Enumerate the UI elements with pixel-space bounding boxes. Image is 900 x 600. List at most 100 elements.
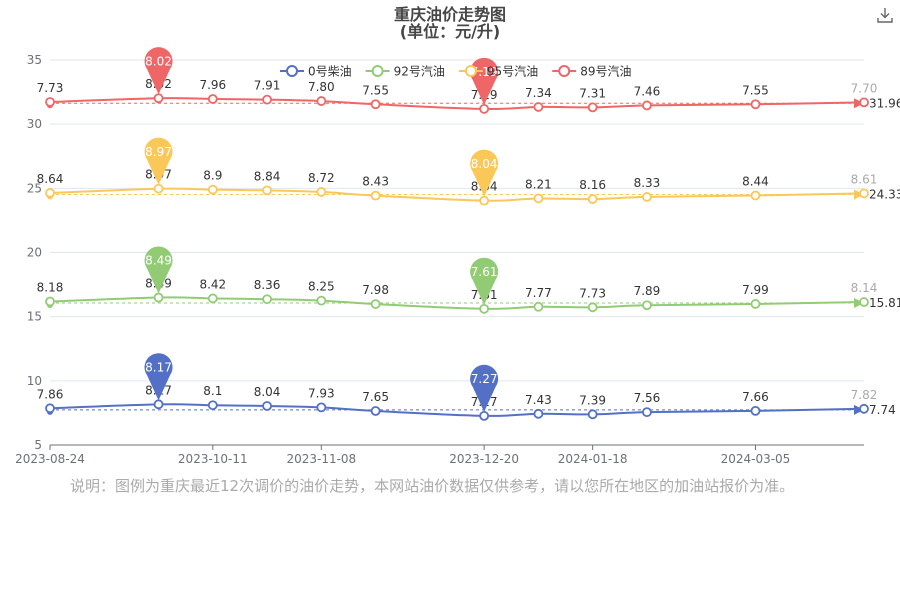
data-point[interactable] <box>533 301 544 312</box>
series-line <box>49 97 865 110</box>
data-point[interactable] <box>370 299 381 309</box>
data-point[interactable] <box>533 102 544 112</box>
extreme-value-pin: 8.97 <box>144 137 173 185</box>
data-point[interactable] <box>587 302 598 313</box>
data-label: 7.56 <box>634 391 661 405</box>
data-point[interactable] <box>316 96 327 106</box>
data-point[interactable] <box>642 407 652 418</box>
data-label: 7.66 <box>742 390 769 404</box>
data-point[interactable] <box>587 194 598 205</box>
extreme-value-pin: 8.04 <box>470 149 499 197</box>
data-point[interactable] <box>479 410 490 421</box>
data-label: 8.04 <box>254 385 281 399</box>
data-label: 7.43 <box>525 393 552 407</box>
data-point[interactable] <box>153 93 164 104</box>
data-point[interactable] <box>859 188 869 199</box>
series: 7.74 7.86 8.17 8.1 8.04 7.93 7.65 7.27 7.43 7.39 7… <box>37 353 896 421</box>
average-label: 31.96 <box>869 96 900 110</box>
data-point[interactable] <box>262 185 272 196</box>
data-point[interactable] <box>750 405 761 416</box>
x-tick-label: 2024-01-18 <box>558 452 628 466</box>
data-point[interactable] <box>479 103 490 114</box>
data-point[interactable] <box>642 300 652 311</box>
data-point[interactable] <box>859 403 869 414</box>
average-label: 24.33 <box>869 187 900 201</box>
extreme-value-pin: 7.61 <box>470 257 499 305</box>
data-point[interactable] <box>207 94 218 104</box>
data-label: 7.65 <box>362 390 389 404</box>
legend[interactable]: 0号柴油 92号汽油 95号汽油 89号汽油 <box>280 64 631 79</box>
extreme-value-pin: 7.19 <box>470 57 499 105</box>
y-tick-label: 15 <box>27 310 42 324</box>
data-label: 7.39 <box>579 393 606 407</box>
legend-marker <box>464 65 477 77</box>
data-point[interactable] <box>153 183 164 194</box>
data-point[interactable] <box>533 408 544 419</box>
data-label: 7.73 <box>579 286 606 300</box>
pin-label: 8.17 <box>145 360 172 374</box>
legend-item[interactable]: 0号柴油 <box>280 65 352 79</box>
data-point[interactable] <box>45 403 55 414</box>
data-point[interactable] <box>859 297 869 307</box>
data-point[interactable] <box>642 100 652 111</box>
y-tick-label: 20 <box>27 246 42 260</box>
legend-item[interactable]: 89号汽油 <box>552 64 631 79</box>
data-point[interactable] <box>370 190 381 201</box>
data-point[interactable] <box>207 400 218 411</box>
data-point[interactable] <box>750 99 761 110</box>
chart-note: 说明：图例为重庆最近12次调价的油价走势，本网站油价数据仅供参考，请以您所在地区… <box>70 477 795 495</box>
average-label: 15.81 <box>869 296 900 310</box>
data-point[interactable] <box>45 188 55 198</box>
data-label: 7.55 <box>742 83 769 97</box>
data-point[interactable] <box>479 195 490 206</box>
pin-label: 8.97 <box>145 145 172 159</box>
series-line <box>49 296 865 310</box>
data-label: 7.73 <box>37 81 64 95</box>
chart-subtitle: (单位：元/升) <box>400 22 500 41</box>
data-point[interactable] <box>45 296 55 307</box>
data-point[interactable] <box>370 406 381 416</box>
data-label: 7.96 <box>199 78 226 92</box>
data-point[interactable] <box>207 293 218 304</box>
data-point[interactable] <box>479 303 490 314</box>
extreme-value-pin: 7.27 <box>470 364 499 412</box>
data-label: 7.98 <box>362 283 389 297</box>
legend-marker <box>371 65 384 77</box>
data-label: 8.61 <box>851 172 878 186</box>
data-point[interactable] <box>750 190 761 201</box>
data-point[interactable] <box>642 192 652 202</box>
data-point[interactable] <box>533 193 544 204</box>
data-label: 8.33 <box>634 176 661 190</box>
y-tick-label: 5 <box>34 438 42 452</box>
data-point[interactable] <box>587 409 598 420</box>
data-label: 8.84 <box>254 169 281 183</box>
data-label: 7.93 <box>308 386 335 400</box>
data-point[interactable] <box>859 97 869 108</box>
data-label: 7.86 <box>37 387 64 401</box>
data-point[interactable] <box>750 299 761 309</box>
data-point[interactable] <box>316 402 327 413</box>
data-label: 8.44 <box>742 175 769 189</box>
data-point[interactable] <box>153 292 164 303</box>
data-point[interactable] <box>587 102 598 113</box>
legend-item[interactable]: 95号汽油 <box>458 64 538 79</box>
pin-marker <box>144 47 173 95</box>
data-point[interactable] <box>262 94 272 105</box>
series: 15.81 8.18 8.49 8.42 8.36 8.25 7.98 7.61 7.77 7.7… <box>37 246 900 314</box>
data-label: 7.77 <box>525 286 552 300</box>
data-point[interactable] <box>153 399 164 410</box>
data-label: 8.16 <box>579 178 606 192</box>
pin-marker <box>144 246 173 294</box>
pin-label: 7.61 <box>471 265 498 279</box>
download-icon[interactable] <box>876 6 894 24</box>
data-point[interactable] <box>370 99 381 110</box>
data-point[interactable] <box>316 187 327 197</box>
data-point[interactable] <box>262 401 272 411</box>
data-point[interactable] <box>316 295 327 306</box>
data-point[interactable] <box>207 184 218 195</box>
legend-item[interactable]: 92号汽油 <box>365 64 445 79</box>
data-point[interactable] <box>45 97 55 107</box>
data-point[interactable] <box>262 294 272 305</box>
data-label: 7.70 <box>851 81 878 95</box>
